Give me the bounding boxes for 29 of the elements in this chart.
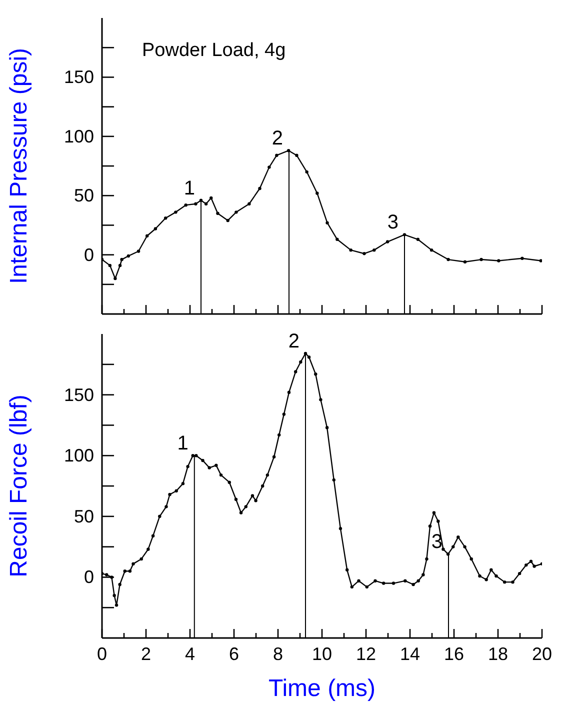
annotation: 1 (177, 432, 188, 455)
annotation: 2 (272, 128, 283, 150)
x-tick-label: 8 (272, 644, 284, 664)
annotation: Powder Load, 4g (142, 40, 286, 62)
x-tick-label: 10 (312, 644, 332, 664)
x-tick-label: 4 (184, 644, 196, 664)
y-tick-label: 0 (84, 567, 94, 588)
x-axis-title: Time (ms) (268, 675, 376, 702)
x-tick-label: 12 (356, 644, 376, 664)
annotation: 1 (184, 177, 195, 200)
annotation: 3 (387, 212, 398, 234)
x-tick-label: 2 (140, 644, 152, 664)
annotation: 2 (288, 330, 300, 352)
y-tick-label: 0 (84, 244, 94, 265)
y-axis-title: Recoil Force (lbf) (6, 394, 33, 578)
x-tick-label: 6 (228, 644, 240, 664)
y-tick-label: 50 (74, 186, 94, 206)
x-tick-label: 16 (444, 644, 464, 664)
y-axis-title: Internal Pressure (psi) (6, 48, 33, 284)
x-tick-label: 20 (532, 644, 552, 664)
x-tick-label: 18 (488, 644, 508, 664)
annotation: 3 (431, 531, 442, 554)
y-tick-label: 50 (74, 506, 94, 526)
x-tick-label: 14 (400, 644, 420, 664)
y-tick-label: 100 (64, 446, 94, 466)
y-tick-label: 150 (64, 384, 94, 405)
x-tick-label: 0 (96, 644, 108, 664)
y-tick-label: 150 (64, 67, 94, 88)
y-tick-label: 100 (64, 126, 94, 146)
